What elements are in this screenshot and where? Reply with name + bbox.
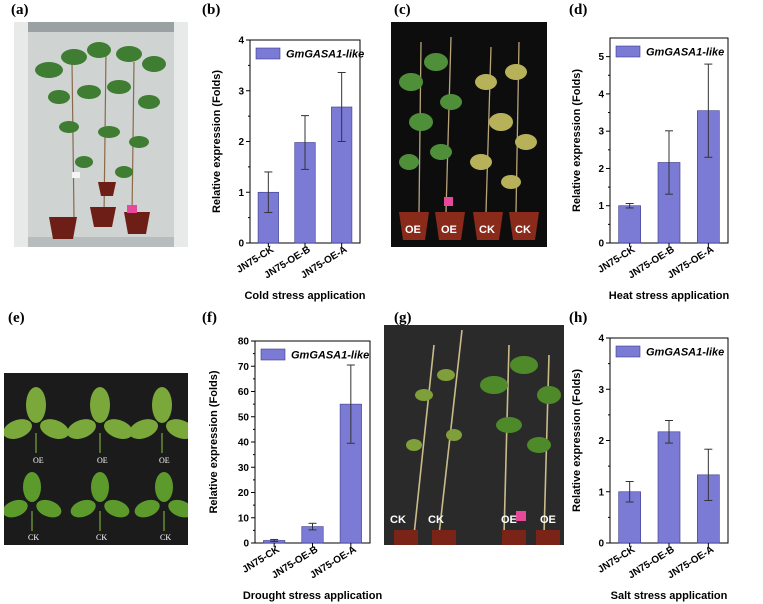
- panel-label-f: (f): [202, 310, 217, 326]
- y-tick-label: 70: [238, 362, 250, 373]
- y-tick-label: 0: [598, 539, 604, 550]
- photo-e-tag-5: CK: [96, 533, 107, 542]
- legend-swatch: [615, 45, 641, 58]
- x-axis-title: Drought stress application: [243, 590, 383, 602]
- y-axis-title: Relative expression (Folds): [211, 70, 223, 213]
- y-tick-label: 30: [238, 463, 250, 474]
- y-tick-label: 80: [238, 337, 250, 348]
- photo-c-tag-4: CK: [515, 224, 531, 236]
- legend-label: GmGASA1-like: [646, 47, 724, 59]
- y-tick-label: 4: [238, 36, 244, 47]
- y-tick-label: 40: [238, 438, 250, 449]
- photo-c-tag-3: CK: [479, 224, 495, 236]
- legend-label: GmGASA1-like: [291, 350, 369, 362]
- x-axis-title: Heat stress application: [609, 290, 730, 302]
- y-tick-label: 0: [243, 539, 249, 550]
- panel-label-d: (d): [569, 2, 588, 18]
- y-tick-label: 60: [238, 387, 250, 398]
- photo-g-tag-1: CK: [390, 514, 406, 526]
- y-tick-label: 2: [238, 137, 244, 148]
- chart-heat-stress: 0 1 2 3 4 5 JN75-CK JN75-OE-B JN75-OE-A GmGASA1-l…: [562, 0, 762, 305]
- y-axis-title: Relative expression (Folds): [208, 370, 220, 513]
- photo-g-tag-4: OE: [540, 514, 556, 526]
- photo-e-tag-3: OE: [159, 456, 170, 465]
- photo-e-tag-1: OE: [33, 456, 44, 465]
- photo-e-tag-2: OE: [97, 456, 108, 465]
- photo-drought-leaves: OE OE OE CK CK CK: [4, 373, 188, 545]
- panel-label-b: (b): [202, 2, 221, 18]
- y-tick-label: 1: [598, 201, 604, 212]
- y-tick-label: 20: [238, 488, 250, 499]
- y-tick-label: 1: [598, 487, 604, 498]
- x-axis-title: Salt stress application: [611, 590, 728, 602]
- y-tick-label: 3: [598, 127, 604, 138]
- legend-label: GmGASA1-like: [646, 347, 724, 359]
- chart-salt-stress: 0 1 2 3 4 JN75-CK JN75-OE-B JN75-OE-A GmGASA1-li…: [562, 303, 762, 603]
- y-tick-label: 5: [598, 52, 604, 63]
- x-axis-title: Cold stress application: [244, 290, 365, 302]
- panel-label-h: (h): [569, 310, 588, 326]
- photo-g-tag-2: CK: [428, 514, 444, 526]
- chart-drought-stress: 0 10 20 30 40 50 60 70 80 JN75-CK JN75-OE-B JN75-OE…: [190, 303, 385, 603]
- chart-svg: 01234JN75-CKJN75-OE-BJN75-OE-AGmGASA1-li…: [211, 36, 366, 303]
- y-tick-label: 10: [238, 513, 250, 524]
- panel-label-g: (g): [394, 310, 412, 326]
- photo-cold-chamber: [14, 22, 188, 247]
- chart-cold-stress: 0 1 2 3 4 JN75-CK JN75-OE-B JN75-OE-A GmGASA1-li…: [190, 0, 390, 305]
- photo-heat-plants: OE OE CK CK: [391, 22, 547, 247]
- y-tick-label: 4: [598, 89, 604, 100]
- photo-e-tag-6: CK: [160, 533, 171, 542]
- bar-jn75-ck: [618, 205, 641, 244]
- panel-label-c: (c): [394, 2, 411, 18]
- y-tick-label: 0: [598, 239, 604, 250]
- photo-g-tag-3: OE: [501, 514, 517, 526]
- bar-jn75-oe-b: [657, 431, 681, 544]
- y-axis-title: Relative expression (Folds): [571, 369, 583, 512]
- legend-swatch: [615, 345, 641, 358]
- y-tick-label: 4: [598, 334, 604, 345]
- legend-label: GmGASA1-like: [286, 49, 364, 61]
- legend-swatch: [260, 348, 286, 361]
- y-tick-label: 50: [238, 412, 250, 423]
- y-tick-label: 0: [238, 239, 244, 250]
- chart-svg: 01020304050607080JN75-CKJN75-OE-BJN75-OE…: [208, 337, 383, 603]
- chart-svg: 012345JN75-CKJN75-OE-BJN75-OE-AGmGASA1-l…: [571, 37, 730, 302]
- photo-c-tag-1: OE: [405, 224, 421, 236]
- panel-label-a: (a): [11, 2, 29, 18]
- y-tick-label: 3: [238, 86, 244, 97]
- y-tick-label: 3: [598, 385, 604, 396]
- photo-c-tag-2: OE: [441, 224, 457, 236]
- y-axis-title: Relative expression (Folds): [571, 69, 583, 212]
- panel-label-e: (e): [8, 310, 25, 326]
- photo-salt-plants: CK CK OE OE: [384, 325, 564, 545]
- photo-e-tag-4: CK: [28, 533, 39, 542]
- legend-swatch: [255, 47, 281, 60]
- y-tick-label: 2: [598, 164, 604, 175]
- chart-svg: 01234JN75-CKJN75-OE-BJN75-OE-AGmGASA1-li…: [571, 334, 729, 602]
- y-tick-label: 1: [238, 188, 244, 199]
- y-tick-label: 2: [598, 436, 604, 447]
